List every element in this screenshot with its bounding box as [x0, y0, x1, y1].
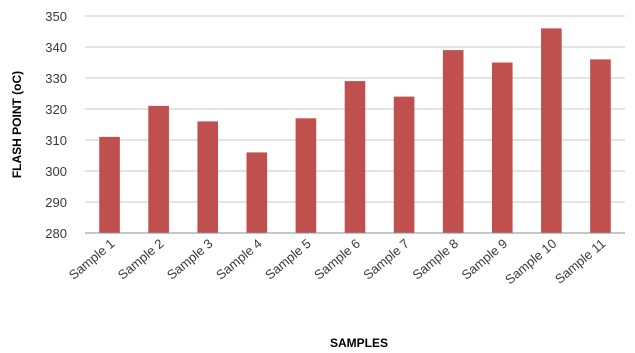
bar [590, 59, 611, 234]
y-tick-label: 350 [45, 9, 67, 24]
x-tick-label: Sample 10 [502, 236, 559, 287]
y-tick-label: 330 [45, 71, 67, 86]
bar [148, 105, 169, 233]
bar [344, 81, 366, 233]
x-tick-label: Sample 3 [164, 236, 216, 283]
y-tick-label: 340 [45, 40, 67, 55]
bar [442, 50, 464, 233]
y-tick-label: 300 [45, 164, 67, 179]
y-tick-label: 310 [45, 133, 67, 148]
bar [393, 96, 415, 233]
bar [541, 28, 562, 234]
y-axis-title: FLASH POINT (oC) [10, 71, 24, 178]
x-tick-label: Sample 7 [360, 236, 412, 283]
x-tick-label: Sample 6 [311, 236, 363, 283]
y-axis-tick-labels: 280 290 300 310 320 330 340 350 [45, 9, 67, 241]
x-tick-label: Sample 4 [213, 236, 265, 283]
y-tick-label: 320 [45, 102, 67, 117]
x-tick-label: Sample 11 [552, 236, 609, 287]
x-tick-label: Sample 8 [409, 236, 461, 283]
x-tick-label: Sample 2 [115, 236, 167, 283]
bar [491, 62, 513, 233]
bar [246, 152, 268, 233]
bars [99, 28, 611, 234]
x-tick-label: Sample 5 [262, 236, 314, 283]
bar [99, 136, 120, 233]
x-tick-label: Sample 1 [66, 236, 118, 283]
bar [295, 118, 317, 233]
x-axis-title: SAMPLES [330, 336, 388, 350]
y-tick-label: 290 [45, 195, 67, 210]
bar [197, 121, 219, 233]
y-tick-label: 280 [45, 226, 67, 241]
